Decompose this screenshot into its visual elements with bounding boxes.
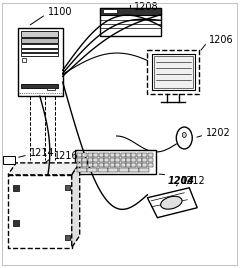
- Bar: [126, 163, 131, 167]
- Ellipse shape: [182, 132, 186, 137]
- Bar: [88, 158, 93, 162]
- Bar: [21, 31, 58, 37]
- Bar: [132, 158, 137, 162]
- Bar: [143, 153, 147, 157]
- Bar: [110, 163, 114, 167]
- Text: 1216: 1216: [54, 151, 78, 161]
- Bar: [126, 158, 131, 162]
- Bar: [82, 158, 87, 162]
- Bar: [99, 158, 104, 162]
- Bar: [104, 153, 109, 157]
- Bar: [21, 38, 58, 43]
- Bar: [104, 158, 109, 162]
- Bar: [139, 168, 150, 172]
- Bar: [132, 163, 137, 167]
- Bar: [110, 158, 114, 162]
- Bar: [93, 163, 98, 167]
- Bar: [143, 163, 147, 167]
- Bar: [77, 163, 82, 167]
- Bar: [93, 153, 98, 157]
- Text: 1206: 1206: [209, 35, 234, 45]
- Bar: [103, 9, 117, 13]
- Bar: [104, 163, 109, 167]
- Bar: [152, 54, 195, 90]
- Text: 1214: 1214: [30, 148, 54, 158]
- Bar: [21, 84, 58, 88]
- Bar: [129, 168, 139, 172]
- Bar: [132, 153, 137, 157]
- Bar: [99, 163, 104, 167]
- Bar: [13, 185, 19, 191]
- Bar: [120, 153, 126, 157]
- Bar: [88, 153, 93, 157]
- Bar: [3, 156, 15, 164]
- Bar: [137, 153, 142, 157]
- Bar: [108, 168, 118, 172]
- Bar: [137, 163, 142, 167]
- Bar: [18, 28, 63, 96]
- Bar: [147, 50, 199, 94]
- Bar: [126, 153, 131, 157]
- Bar: [88, 163, 93, 167]
- Bar: [148, 163, 153, 167]
- Bar: [21, 49, 58, 52]
- Bar: [143, 158, 147, 162]
- Bar: [77, 168, 87, 172]
- Text: 1100: 1100: [48, 8, 72, 17]
- Bar: [77, 153, 82, 157]
- Bar: [154, 56, 193, 88]
- Bar: [110, 153, 114, 157]
- Bar: [47, 88, 55, 90]
- Bar: [77, 158, 82, 162]
- Polygon shape: [8, 163, 80, 175]
- Bar: [100, 9, 161, 16]
- Bar: [120, 163, 126, 167]
- Bar: [148, 153, 153, 157]
- Bar: [13, 220, 19, 226]
- Ellipse shape: [161, 196, 182, 209]
- Bar: [65, 185, 70, 190]
- Bar: [99, 153, 104, 157]
- Bar: [100, 9, 161, 36]
- Polygon shape: [72, 163, 80, 248]
- Text: 1212: 1212: [181, 176, 206, 186]
- Bar: [115, 163, 120, 167]
- Bar: [137, 158, 142, 162]
- Ellipse shape: [176, 127, 192, 149]
- Bar: [148, 158, 153, 162]
- Bar: [93, 158, 98, 162]
- Bar: [120, 158, 126, 162]
- Bar: [22, 58, 26, 62]
- Bar: [115, 158, 120, 162]
- Bar: [82, 163, 87, 167]
- Bar: [65, 234, 70, 240]
- Text: 1202: 1202: [206, 128, 231, 138]
- Bar: [75, 150, 156, 174]
- Bar: [98, 168, 108, 172]
- Bar: [21, 44, 58, 48]
- Text: 1204: 1204: [167, 176, 194, 186]
- Polygon shape: [147, 188, 197, 218]
- Text: 1208: 1208: [133, 2, 158, 12]
- Bar: [21, 53, 58, 56]
- Bar: [82, 153, 87, 157]
- Bar: [87, 168, 97, 172]
- Polygon shape: [8, 175, 72, 248]
- Bar: [115, 153, 120, 157]
- Bar: [119, 168, 128, 172]
